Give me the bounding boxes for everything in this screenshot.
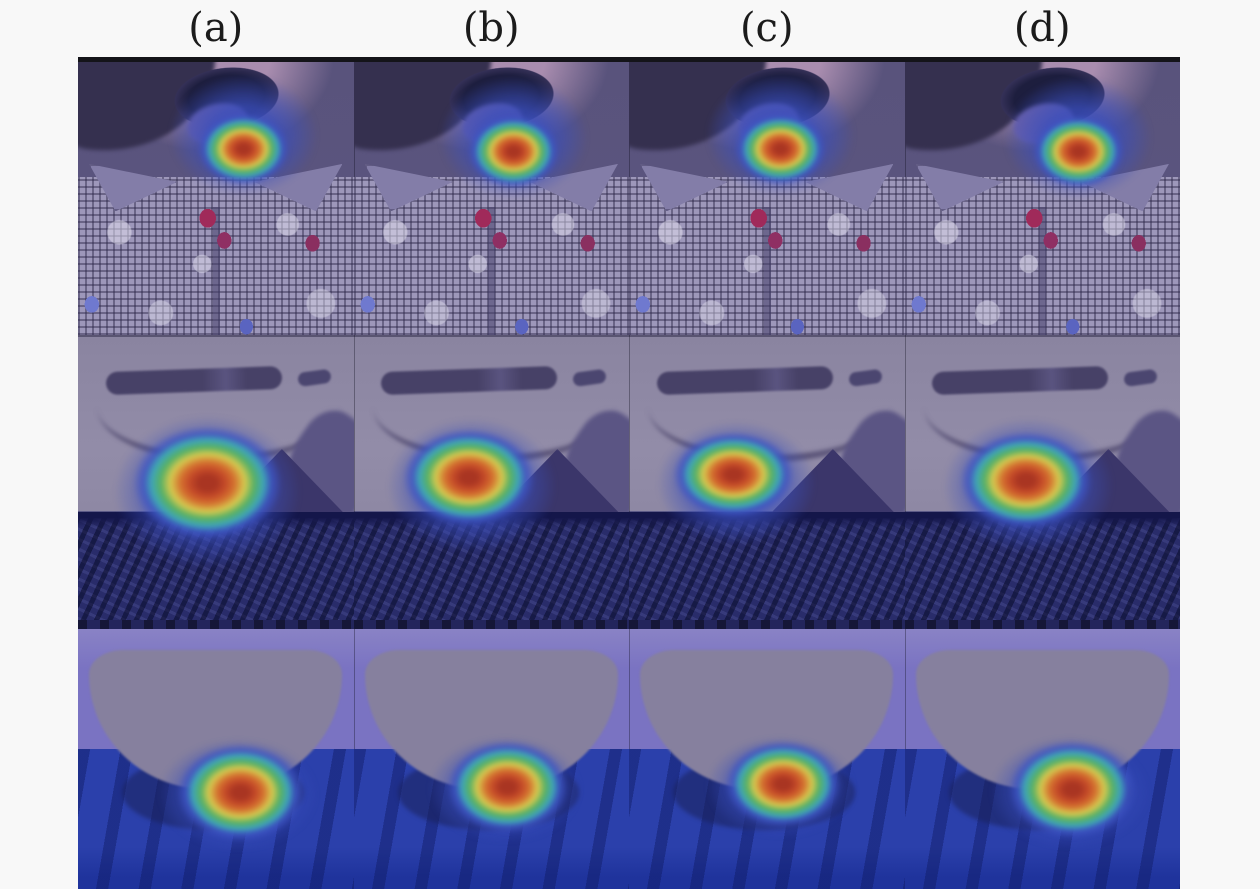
heatmap-blob (197, 112, 289, 185)
heatmap-blob (735, 112, 826, 185)
heatmap-blob (1032, 115, 1124, 188)
heatmap-panel-row3-c (629, 620, 905, 889)
heatmap-panel-row1-a (78, 57, 354, 335)
heatmap-panel-row3-a (78, 620, 354, 889)
heatmap-panel-row2-d (904, 335, 1180, 620)
heatmap-panel-row2-c (629, 335, 905, 620)
heatmap-blob (725, 741, 842, 828)
dark-clothing-texture (629, 511, 905, 620)
heatmap-panel-row1-c (629, 57, 905, 335)
column-labels: (a) (b) (c) (d) (78, 0, 1180, 57)
heatmap-panel-row3-d (904, 620, 1180, 889)
column-label-c: (c) (739, 5, 794, 51)
column-label-a: (a) (188, 5, 244, 51)
heatmap-blob (673, 431, 795, 518)
heatmap-blob (177, 743, 304, 841)
column-label-b: (b) (462, 5, 520, 51)
heatmap-panel-row2-b (353, 335, 629, 620)
heatmap-blob (403, 429, 536, 526)
heatmap-blob (1009, 741, 1136, 838)
heatmap-blob (959, 431, 1092, 529)
heatmap-panel-row3-b (353, 620, 629, 889)
heatmap-blob (467, 115, 559, 188)
heatmap-panel-row2-a (78, 335, 354, 620)
heatmap-blob (447, 741, 569, 833)
heatmap-panel-row1-d (904, 57, 1180, 335)
heatmap-grid (78, 57, 1180, 889)
heatmap-blob (133, 426, 282, 541)
heatmap-panel-row1-b (353, 57, 629, 335)
column-label-d: (d) (1013, 5, 1071, 51)
